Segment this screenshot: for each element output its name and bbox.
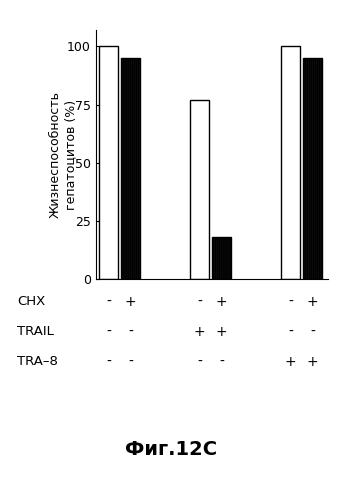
Y-axis label: Жизнеспособность
гепатоцитов (%): Жизнеспособность гепатоцитов (%) [49, 91, 77, 218]
Text: Фиг.12C: Фиг.12C [125, 440, 217, 459]
Text: -: - [310, 325, 315, 339]
Text: -: - [288, 325, 293, 339]
Text: -: - [106, 355, 111, 369]
Text: +: + [307, 295, 318, 309]
Text: -: - [128, 355, 133, 369]
Text: -: - [197, 355, 202, 369]
Text: -: - [288, 295, 293, 309]
Bar [121, 58, 140, 279]
Text: +: + [194, 325, 206, 339]
Text: +: + [216, 295, 227, 309]
Bar [99, 46, 118, 279]
Text: -: - [106, 325, 111, 339]
Text: -: - [128, 325, 133, 339]
Text: +: + [124, 295, 136, 309]
Bar [190, 100, 209, 279]
Text: +: + [307, 355, 318, 369]
Text: TRAIL: TRAIL [17, 325, 54, 338]
Text: CHX: CHX [17, 295, 45, 308]
Bar [212, 238, 231, 279]
Text: -: - [219, 355, 224, 369]
Bar [303, 58, 322, 279]
Text: +: + [216, 325, 227, 339]
Text: -: - [197, 295, 202, 309]
Text: -: - [106, 295, 111, 309]
Bar [281, 46, 300, 279]
Text: TRA–8: TRA–8 [17, 355, 58, 368]
Text: +: + [285, 355, 297, 369]
